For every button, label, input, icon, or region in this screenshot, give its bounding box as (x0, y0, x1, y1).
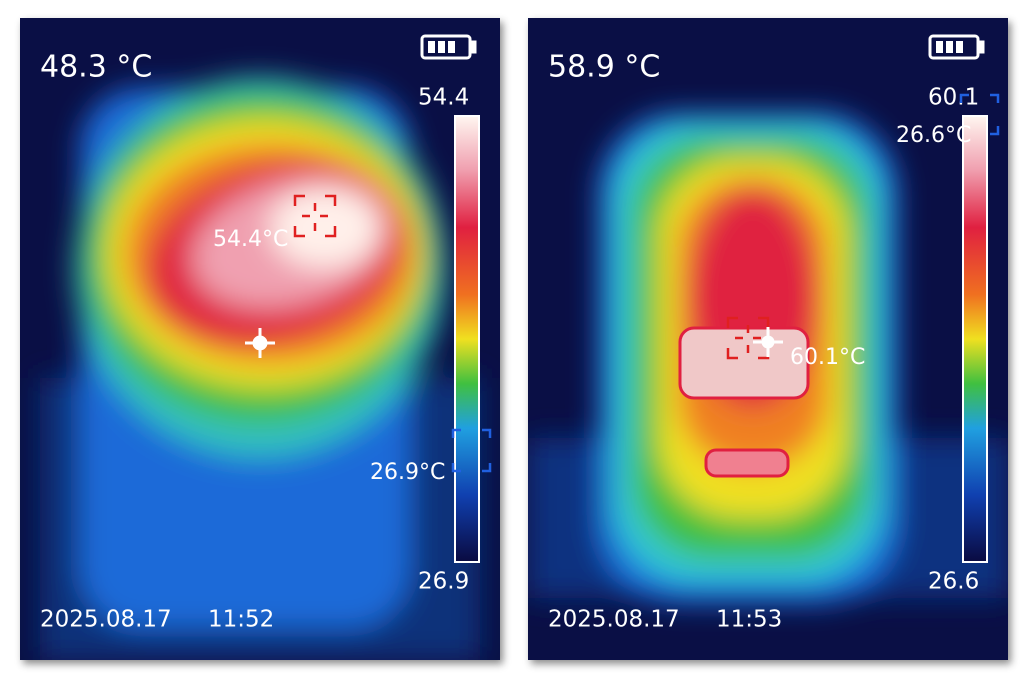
min-marker (451, 428, 492, 473)
date: 2025.08.17 (548, 607, 680, 633)
thermal-image (40, 78, 480, 660)
battery-icon (928, 34, 985, 60)
min-marker (959, 93, 1000, 136)
scale-min: 26.9 (418, 569, 469, 595)
thermal-panel: 48.3 °C 54.4 26.9 54.4°C 26.9°C 2025.08.… (20, 18, 500, 660)
max-label: 54.4°C (213, 227, 288, 252)
date: 2025.08.17 (40, 607, 172, 633)
color-scale (962, 115, 988, 563)
battery-icon (420, 34, 477, 60)
thermal-panel: 58.9 °C 60.1 26.6 26.6°C 60.1°C 2025.08.… (528, 18, 1008, 660)
hot-region (678, 326, 810, 400)
scale-min: 26.6 (928, 569, 979, 595)
min-label: 26.6°C (896, 123, 971, 148)
time: 11:52 (208, 607, 274, 633)
temperature: 58.9 °C (548, 50, 660, 85)
center-crosshair (245, 328, 275, 358)
center-crosshair (753, 327, 783, 357)
scale-max: 60.1 (928, 85, 979, 111)
min-label: 26.9°C (370, 460, 445, 485)
time: 11:53 (716, 607, 782, 633)
scale-max: 54.4 (418, 85, 469, 111)
hot-region (704, 448, 790, 478)
max-marker (726, 316, 770, 360)
max-marker (293, 194, 337, 238)
max-label: 60.1°C (790, 345, 865, 370)
color-scale (454, 115, 480, 563)
temperature: 48.3 °C (40, 50, 152, 85)
